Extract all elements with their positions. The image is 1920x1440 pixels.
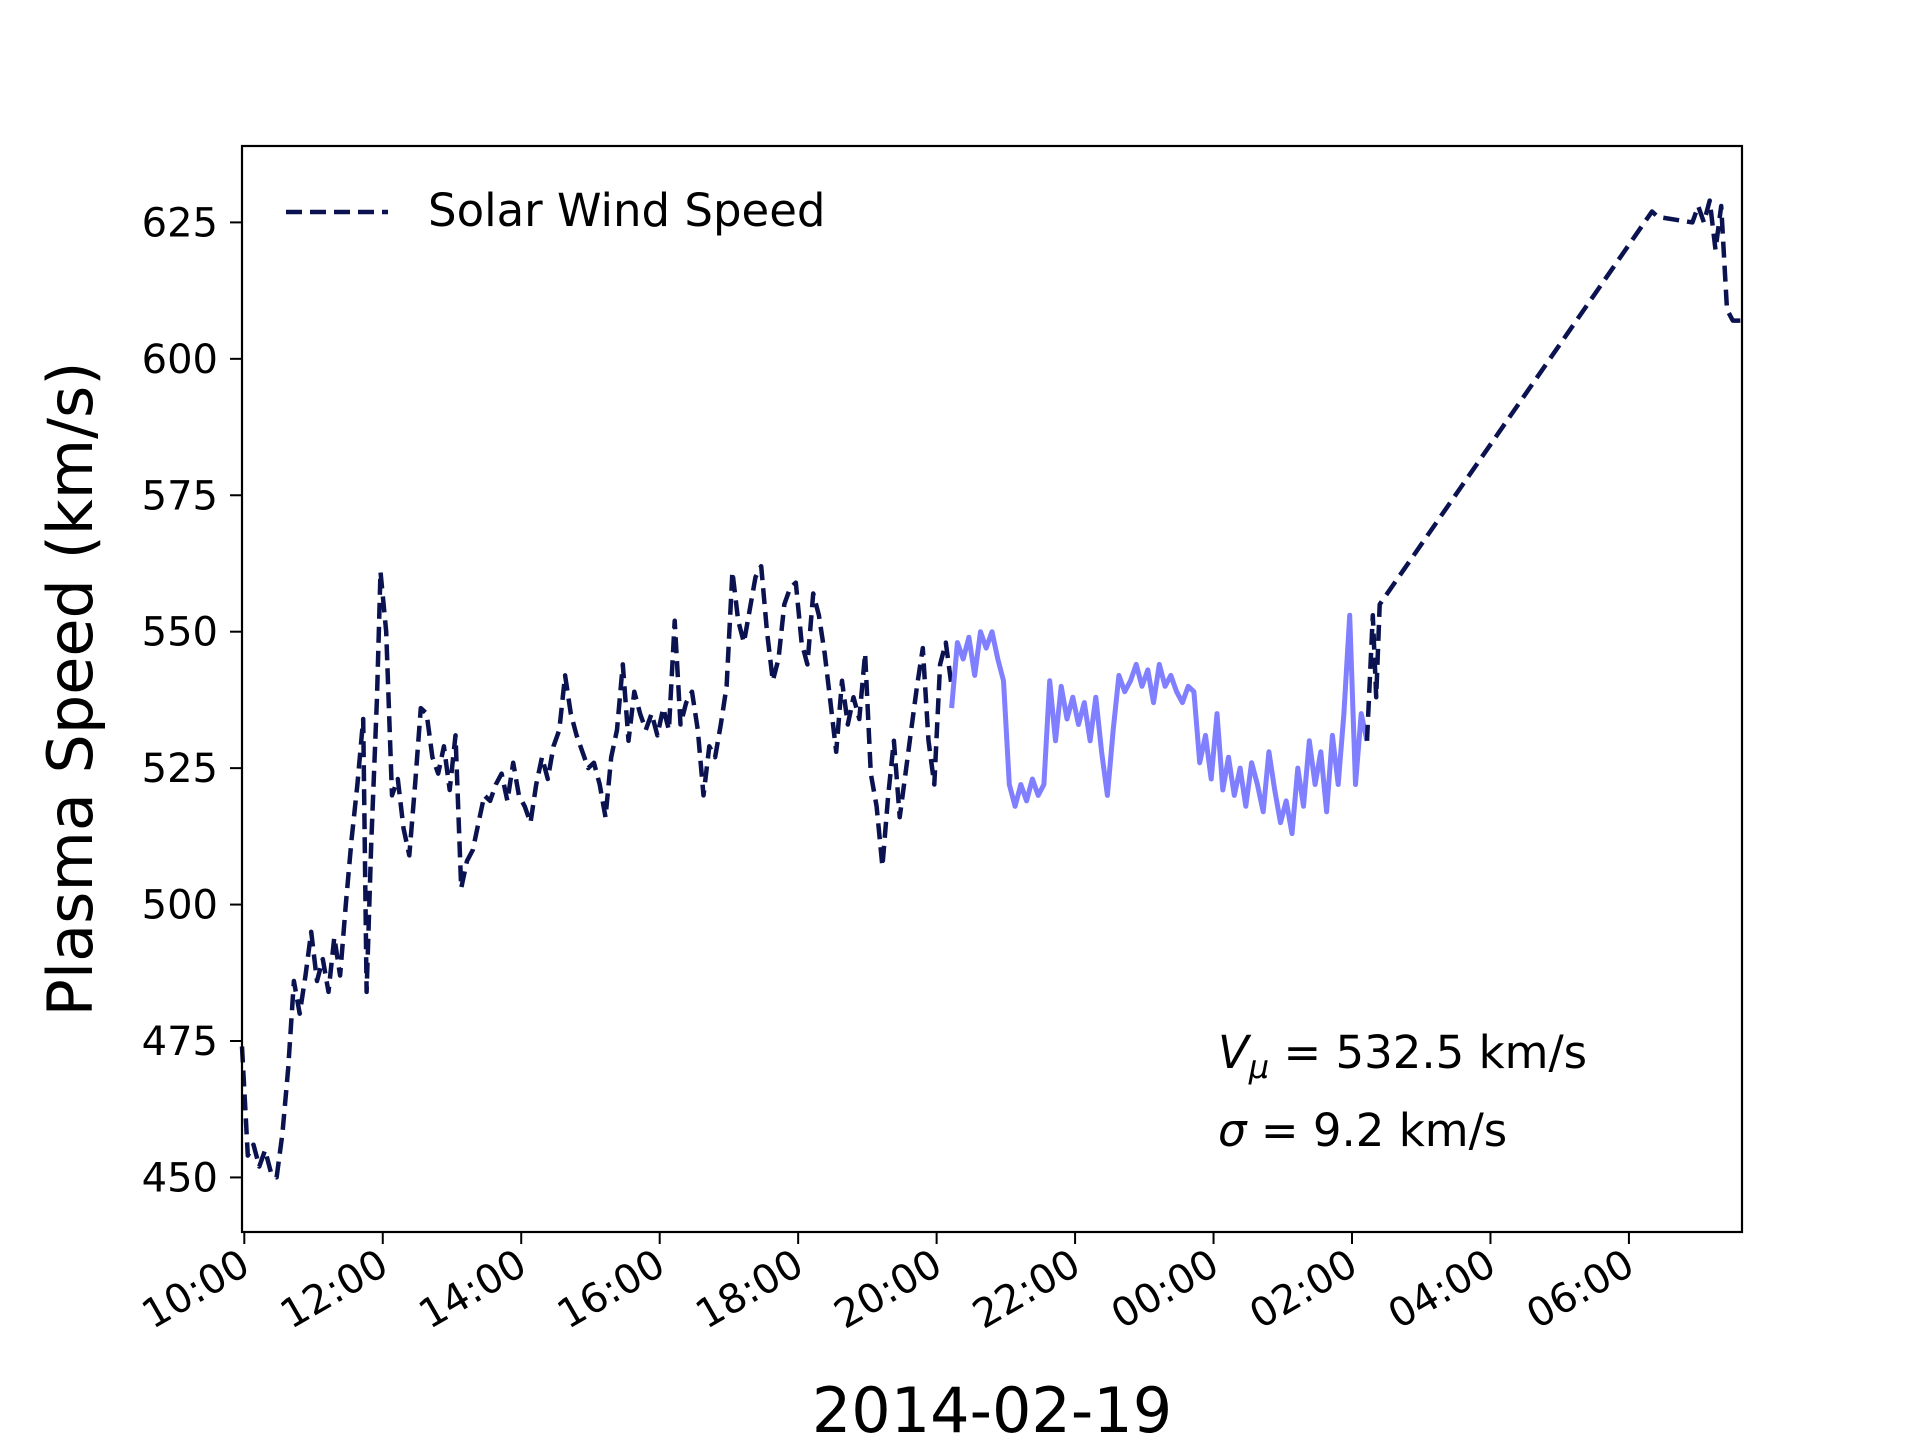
series-line-1: [239, 563, 954, 1180]
mean-speed-annotation: Vμ = 532.5 km/s: [1218, 1026, 1587, 1086]
legend: Solar Wind Speed: [286, 184, 825, 237]
y-tick-label: 475: [142, 1019, 218, 1065]
y-tick-label: 450: [142, 1155, 218, 1201]
y-axis-label: Plasma Speed (km/s): [34, 362, 107, 1017]
series-line-2: [949, 612, 1370, 837]
y-tick-label: 575: [142, 473, 218, 519]
y-axis-ticks: 450 475 500 525 550 575 600 625: [142, 200, 242, 1201]
legend-label-solar-wind-speed: Solar Wind Speed: [428, 184, 825, 237]
y-tick-label: 625: [142, 200, 218, 246]
series-layer: [239, 198, 1742, 1180]
y-tick-label: 600: [142, 337, 218, 383]
plot-frame: [240, 144, 1744, 1234]
y-tick-label: 550: [142, 610, 218, 656]
series-line-3: [1364, 198, 1742, 741]
y-tick-label: 500: [142, 883, 218, 929]
x-axis-label: 2014-02-19: [812, 1374, 1172, 1440]
std-dev-annotation: σ = 9.2 km/s: [1218, 1104, 1507, 1157]
y-tick-label: 525: [142, 746, 218, 792]
